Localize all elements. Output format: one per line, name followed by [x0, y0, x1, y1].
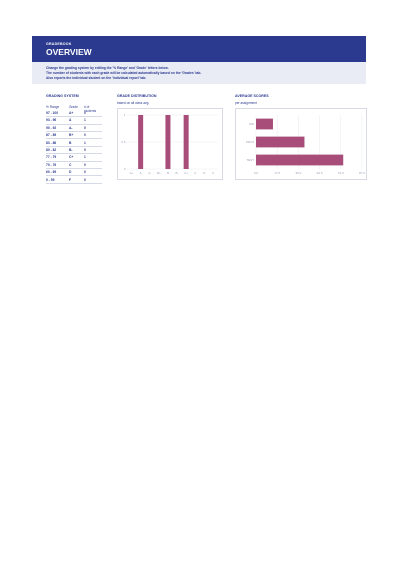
y-tick-label: PROJ — [246, 140, 255, 144]
cell-grade: D — [69, 170, 72, 175]
bar — [256, 136, 305, 148]
cell-count: 1 — [84, 155, 86, 160]
x-tick-label: B — [167, 171, 169, 175]
y-tick-label: 0 — [124, 167, 126, 171]
cell-range: 90 - 92 — [46, 125, 57, 130]
cell-range: 87 - 89 — [46, 133, 57, 138]
table-row: 93 - 96 A 1 — [46, 117, 102, 125]
cell-grade: C+ — [69, 155, 74, 160]
x-tick-label: A- — [148, 171, 151, 175]
page-title: OVERVIEW — [46, 47, 92, 57]
col-header-range: % Range — [46, 105, 60, 109]
cell-grade: B — [69, 140, 72, 145]
cell-grade: F — [69, 177, 72, 182]
cell-range: 93 - 96 — [46, 118, 57, 123]
x-tick-label: 52.5 — [317, 171, 323, 175]
distribution-chart-frame: 0 0.5 1 A+ A A- B+ B B- C+ C D F — [117, 108, 223, 180]
grade-distribution-chart: 0 0.5 1 A+ A A- B+ B B- C+ C D F — [121, 113, 218, 175]
x-tick-label: A — [140, 171, 142, 175]
x-tick-label: F — [213, 171, 215, 175]
x-tick-label: B- — [176, 171, 179, 175]
table-row: 97 - 100 A+ 0 — [46, 110, 102, 118]
cell-count: 1 — [84, 118, 86, 123]
grading-title: GRADING SYSTEM — [46, 94, 79, 98]
cell-range: 70 - 76 — [46, 162, 57, 167]
info-line-3: Also reports the individual student on t… — [46, 76, 147, 80]
x-tick-label: B+ — [157, 171, 161, 175]
cell-grade: B- — [69, 148, 73, 152]
cell-range: 77 - 79 — [46, 155, 57, 160]
cell-grade: A+ — [69, 111, 74, 115]
cell-grade: A — [69, 118, 72, 123]
cell-count: 0 — [84, 111, 86, 115]
cell-count: 0 — [84, 133, 86, 138]
cell-grade: B+ — [69, 133, 74, 138]
table-row: 80 - 82 B- 0 — [46, 147, 102, 155]
info-line-2: The number of students with each grade w… — [46, 71, 202, 75]
cell-range: 83 - 86 — [46, 140, 57, 145]
cell-grade: A- — [69, 125, 73, 130]
averages-title: AVERAGE SCORES — [235, 94, 269, 98]
cell-grade: C — [69, 162, 72, 167]
average-scores-chart: 0.0 17.5 35.0 52.5 70.0 87.5 HW PROJ TEST — [246, 115, 365, 175]
x-tick-label: C — [194, 171, 197, 175]
averages-chart-frame: 0.0 17.5 35.0 52.5 70.0 87.5 HW PROJ TEST — [235, 108, 367, 180]
cell-count: 0 — [84, 148, 86, 152]
header-kicker: GRADEBOOK — [46, 42, 72, 46]
bar — [256, 118, 273, 130]
cell-range: 0 - 59 — [46, 177, 55, 182]
table-row: 90 - 92 A- 0 — [46, 125, 102, 132]
table-row: 83 - 86 B 1 — [46, 140, 102, 147]
y-tick-label: 1 — [124, 113, 126, 117]
cell-range: 97 - 100 — [46, 111, 59, 115]
col-header-grade: Grade — [69, 105, 78, 109]
cell-count: 0 — [84, 170, 86, 175]
distribution-title: GRADE DISTRIBUTION — [117, 94, 157, 98]
distribution-subtitle: based on all class avg. — [117, 101, 150, 105]
y-tick-label: HW — [249, 122, 254, 126]
x-tick-label: D — [203, 171, 206, 175]
header-banner: GRADEBOOK OVERVIEW — [32, 36, 366, 62]
x-tick-label: 87.5 — [359, 171, 365, 175]
table-row: 0 - 59 F 0 — [46, 177, 102, 184]
cell-count: 0 — [84, 125, 86, 130]
y-tick-label: 0.5 — [121, 140, 126, 144]
x-tick-label: 70.0 — [338, 171, 344, 175]
table-row: 70 - 76 C 0 — [46, 162, 102, 169]
bar — [183, 115, 189, 169]
cell-count: 0 — [84, 177, 86, 182]
averages-subtitle: per assignment — [235, 101, 257, 105]
x-tick-label: A+ — [130, 171, 134, 175]
bar — [138, 115, 144, 169]
col-header-count: # of students — [84, 105, 97, 113]
info-line-1: Change the grading system by editing the… — [46, 66, 169, 70]
bar — [256, 154, 344, 166]
x-tick-label: 0.0 — [254, 171, 259, 175]
table-row: 77 - 79 C+ 1 — [46, 154, 102, 162]
cell-count: 1 — [84, 140, 86, 145]
info-panel: Change the grading system by editing the… — [32, 62, 366, 84]
y-tick-label: TEST — [246, 158, 254, 162]
bar — [165, 115, 171, 169]
table-row: 60 - 69 D 0 — [46, 169, 102, 177]
table-row: 87 - 89 B+ 0 — [46, 132, 102, 140]
x-tick-label: 17.5 — [274, 171, 280, 175]
x-tick-label: C+ — [184, 171, 188, 175]
cell-range: 80 - 82 — [46, 148, 57, 152]
cell-count: 0 — [84, 162, 86, 167]
cell-range: 60 - 69 — [46, 170, 57, 175]
x-tick-label: 35.0 — [295, 171, 301, 175]
